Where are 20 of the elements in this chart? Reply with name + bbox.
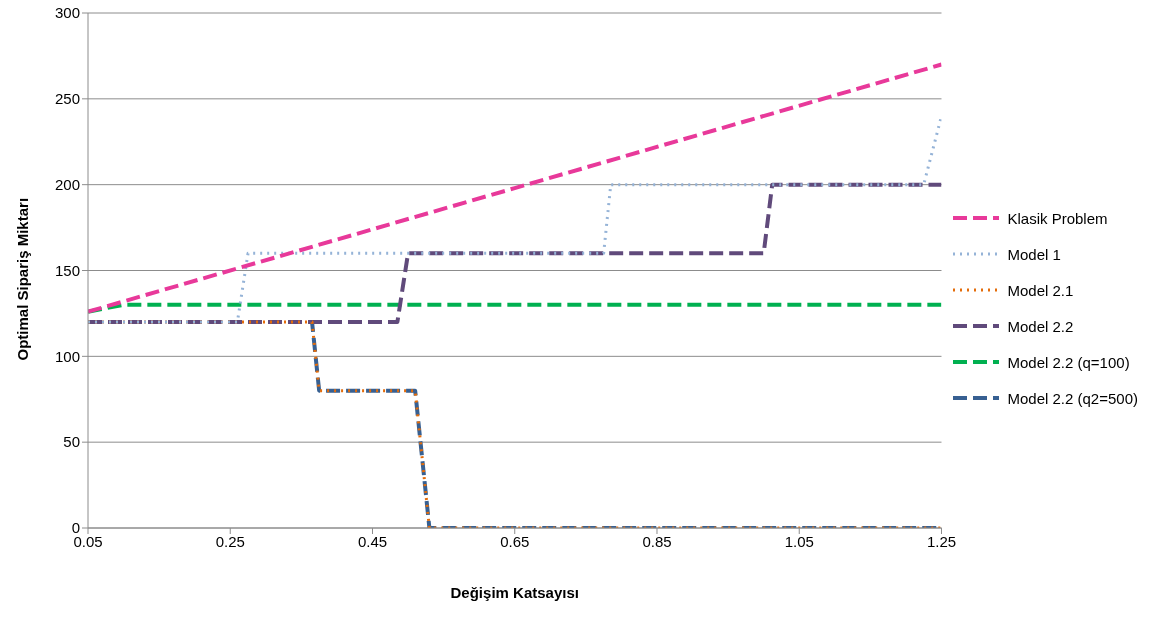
y-tick-label: 150 <box>54 261 80 279</box>
y-tick-label: 50 <box>63 433 80 451</box>
legend-label: Model 2.2 (q=100) <box>1007 353 1130 371</box>
legend-label: Model 2.2 (q2=500) <box>1007 389 1138 407</box>
y-tick-label: 250 <box>54 90 80 108</box>
x-tick-label: 0.25 <box>215 532 245 550</box>
x-tick-label: 0.65 <box>500 532 530 550</box>
legend-label: Model 2.1 <box>1007 281 1074 299</box>
x-tick-label: 0.45 <box>357 532 388 550</box>
y-axis-title: Optimal Sipariş Miktarı <box>14 197 32 361</box>
y-tick-label: 100 <box>54 347 80 365</box>
x-axis-title: Değişim Katsayısı <box>450 584 579 601</box>
legend-label: Model 2.2 <box>1007 317 1074 335</box>
x-tick-label: 1.25 <box>926 532 957 550</box>
legend-label: Model 1 <box>1007 245 1061 263</box>
y-tick-label: 300 <box>54 4 80 22</box>
x-tick-label: 1.05 <box>784 532 814 550</box>
legend-label: Klasik Problem <box>1007 209 1108 227</box>
y-tick-label: 200 <box>54 175 80 193</box>
x-tick-label: 0.85 <box>642 532 672 550</box>
